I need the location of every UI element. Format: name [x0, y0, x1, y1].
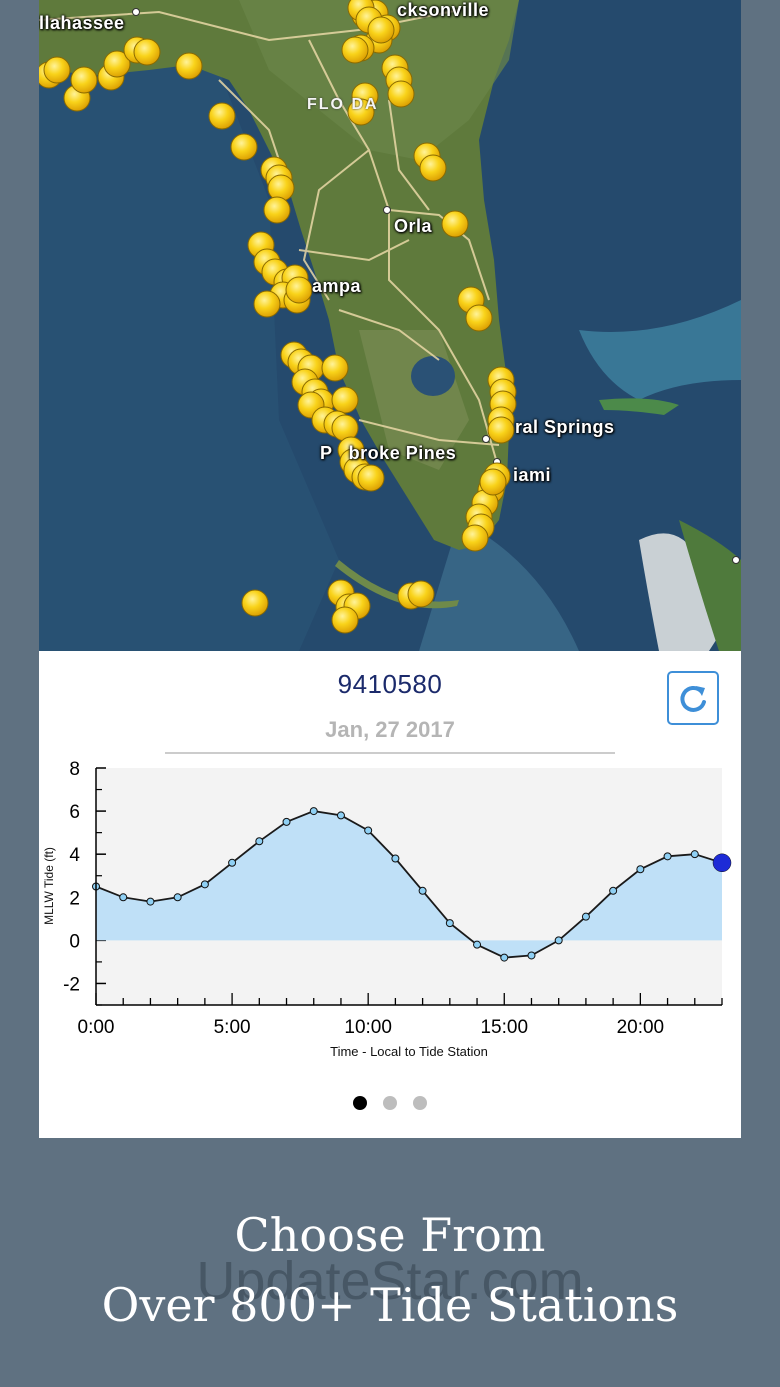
state-label-florida: FLO DA: [307, 96, 379, 113]
watermark: UpdateStar.com: [196, 1251, 584, 1311]
tide-point: [690, 850, 699, 859]
station-id: 9410580: [337, 669, 443, 699]
city-label-orlando: Orla: [394, 216, 433, 236]
page-dot-3[interactable]: [413, 1096, 427, 1110]
city-label-tallahassee: llahassee: [39, 13, 125, 33]
tide-station-marker[interactable]: [103, 50, 131, 78]
tide-station-marker[interactable]: [133, 38, 161, 66]
y-tick-label: 6: [69, 802, 80, 823]
city-label-jacksonville: cksonville: [397, 0, 490, 20]
tide-station-marker[interactable]: [321, 354, 349, 382]
tide-station-marker[interactable]: [465, 304, 493, 332]
tide-point: [500, 953, 509, 962]
tide-point: [173, 893, 182, 902]
tide-station-marker[interactable]: [285, 276, 313, 304]
tide-point: [554, 936, 563, 945]
tide-station-marker[interactable]: [175, 52, 203, 80]
city-label-pembroke-pines: P broke Pines: [320, 443, 457, 463]
app-screen: llahassee cksonville FLO DA Orla ampa ra…: [39, 0, 741, 1138]
tide-station-marker[interactable]: [230, 133, 258, 161]
tide-point: [445, 919, 454, 928]
tide-point: [282, 817, 291, 826]
x-tick-label: 5:00: [214, 1017, 251, 1038]
date-divider: [165, 752, 615, 754]
y-axis-label: MLLW Tide (ft): [42, 847, 56, 925]
tide-point: [391, 854, 400, 863]
tide-station-marker[interactable]: [263, 196, 291, 224]
tide-station-marker[interactable]: [341, 36, 369, 64]
tide-station-marker[interactable]: [387, 80, 415, 108]
tide-station-marker[interactable]: [267, 174, 295, 202]
tide-point: [200, 880, 209, 889]
tide-station-marker[interactable]: [70, 66, 98, 94]
tide-station-marker[interactable]: [253, 290, 281, 318]
tide-station-marker[interactable]: [331, 606, 359, 634]
tide-station-marker[interactable]: [461, 524, 489, 552]
station-detail-panel: 9410580 Jan, 27 2017 8 6 4 2 0 -2 0:00 5:00 10:…: [39, 651, 741, 1138]
page-indicator[interactable]: [39, 1096, 741, 1110]
tide-point: [473, 940, 482, 949]
city-label-tampa: ampa: [312, 276, 362, 296]
station-date: Jan, 27 2017: [325, 717, 455, 742]
x-tick-label: 0:00: [78, 1017, 115, 1038]
tide-station-marker[interactable]: [208, 102, 236, 130]
lake-okeechobee: [411, 356, 455, 396]
y-tick-label: -2: [63, 974, 80, 995]
caption-line-2: Over 800+ Tide Stations: [101, 1278, 679, 1332]
x-tick-label: 15:00: [480, 1017, 528, 1038]
station-map[interactable]: llahassee cksonville FLO DA Orla ampa ra…: [39, 0, 741, 651]
city-label-coral-springs: ral Springs: [515, 417, 615, 437]
tide-point: [609, 886, 618, 895]
tide-station-marker[interactable]: [347, 98, 375, 126]
tide-point: [581, 912, 590, 921]
tide-station-marker[interactable]: [441, 210, 469, 238]
tide-station-marker[interactable]: [331, 386, 359, 414]
page-dot-2[interactable]: [383, 1096, 397, 1110]
caption-line-1: Choose From: [234, 1208, 546, 1262]
tide-point: [336, 811, 345, 820]
x-tick-label: 10:00: [344, 1017, 392, 1038]
x-axis-label: Time - Local to Tide Station: [330, 1044, 488, 1059]
tide-station-marker[interactable]: [357, 464, 385, 492]
tide-point: [527, 951, 536, 960]
tide-point: [146, 897, 155, 906]
y-tick-label: 2: [69, 888, 80, 909]
tide-station-marker[interactable]: [367, 16, 395, 44]
y-tick-label: 4: [69, 845, 80, 866]
tide-point: [255, 837, 264, 846]
promo-caption: Choose From Over 800+ Tide Stations: [0, 1200, 780, 1340]
tide-chart[interactable]: 8 6 4 2 0 -2 0:00 5:00 10:00 15:00 20:00 Time - L…: [39, 755, 741, 1085]
page-dot-1[interactable]: [353, 1096, 367, 1110]
tide-point: [636, 865, 645, 874]
refresh-icon: [680, 685, 706, 712]
tide-point: [119, 893, 128, 902]
tide-station-marker[interactable]: [407, 580, 435, 608]
tide-station-marker[interactable]: [43, 56, 71, 84]
refresh-button[interactable]: [667, 671, 719, 725]
current-tide-point: [712, 853, 732, 873]
city-label-miami: iami: [513, 465, 552, 485]
tide-point: [663, 852, 672, 861]
tide-point: [309, 807, 318, 816]
y-tick-label: 8: [69, 759, 80, 780]
tide-point: [418, 886, 427, 895]
map-canvas[interactable]: [39, 0, 741, 651]
tide-point: [228, 858, 237, 867]
tide-line: [95, 810, 723, 959]
tide-station-marker[interactable]: [479, 468, 507, 496]
tide-station-marker[interactable]: [487, 416, 515, 444]
station-markers[interactable]: [39, 0, 517, 634]
tide-station-marker[interactable]: [419, 154, 447, 182]
y-tick-label: 0: [69, 931, 80, 952]
tide-station-marker[interactable]: [241, 589, 269, 617]
x-tick-label: 20:00: [617, 1017, 665, 1038]
tide-point: [364, 826, 373, 835]
